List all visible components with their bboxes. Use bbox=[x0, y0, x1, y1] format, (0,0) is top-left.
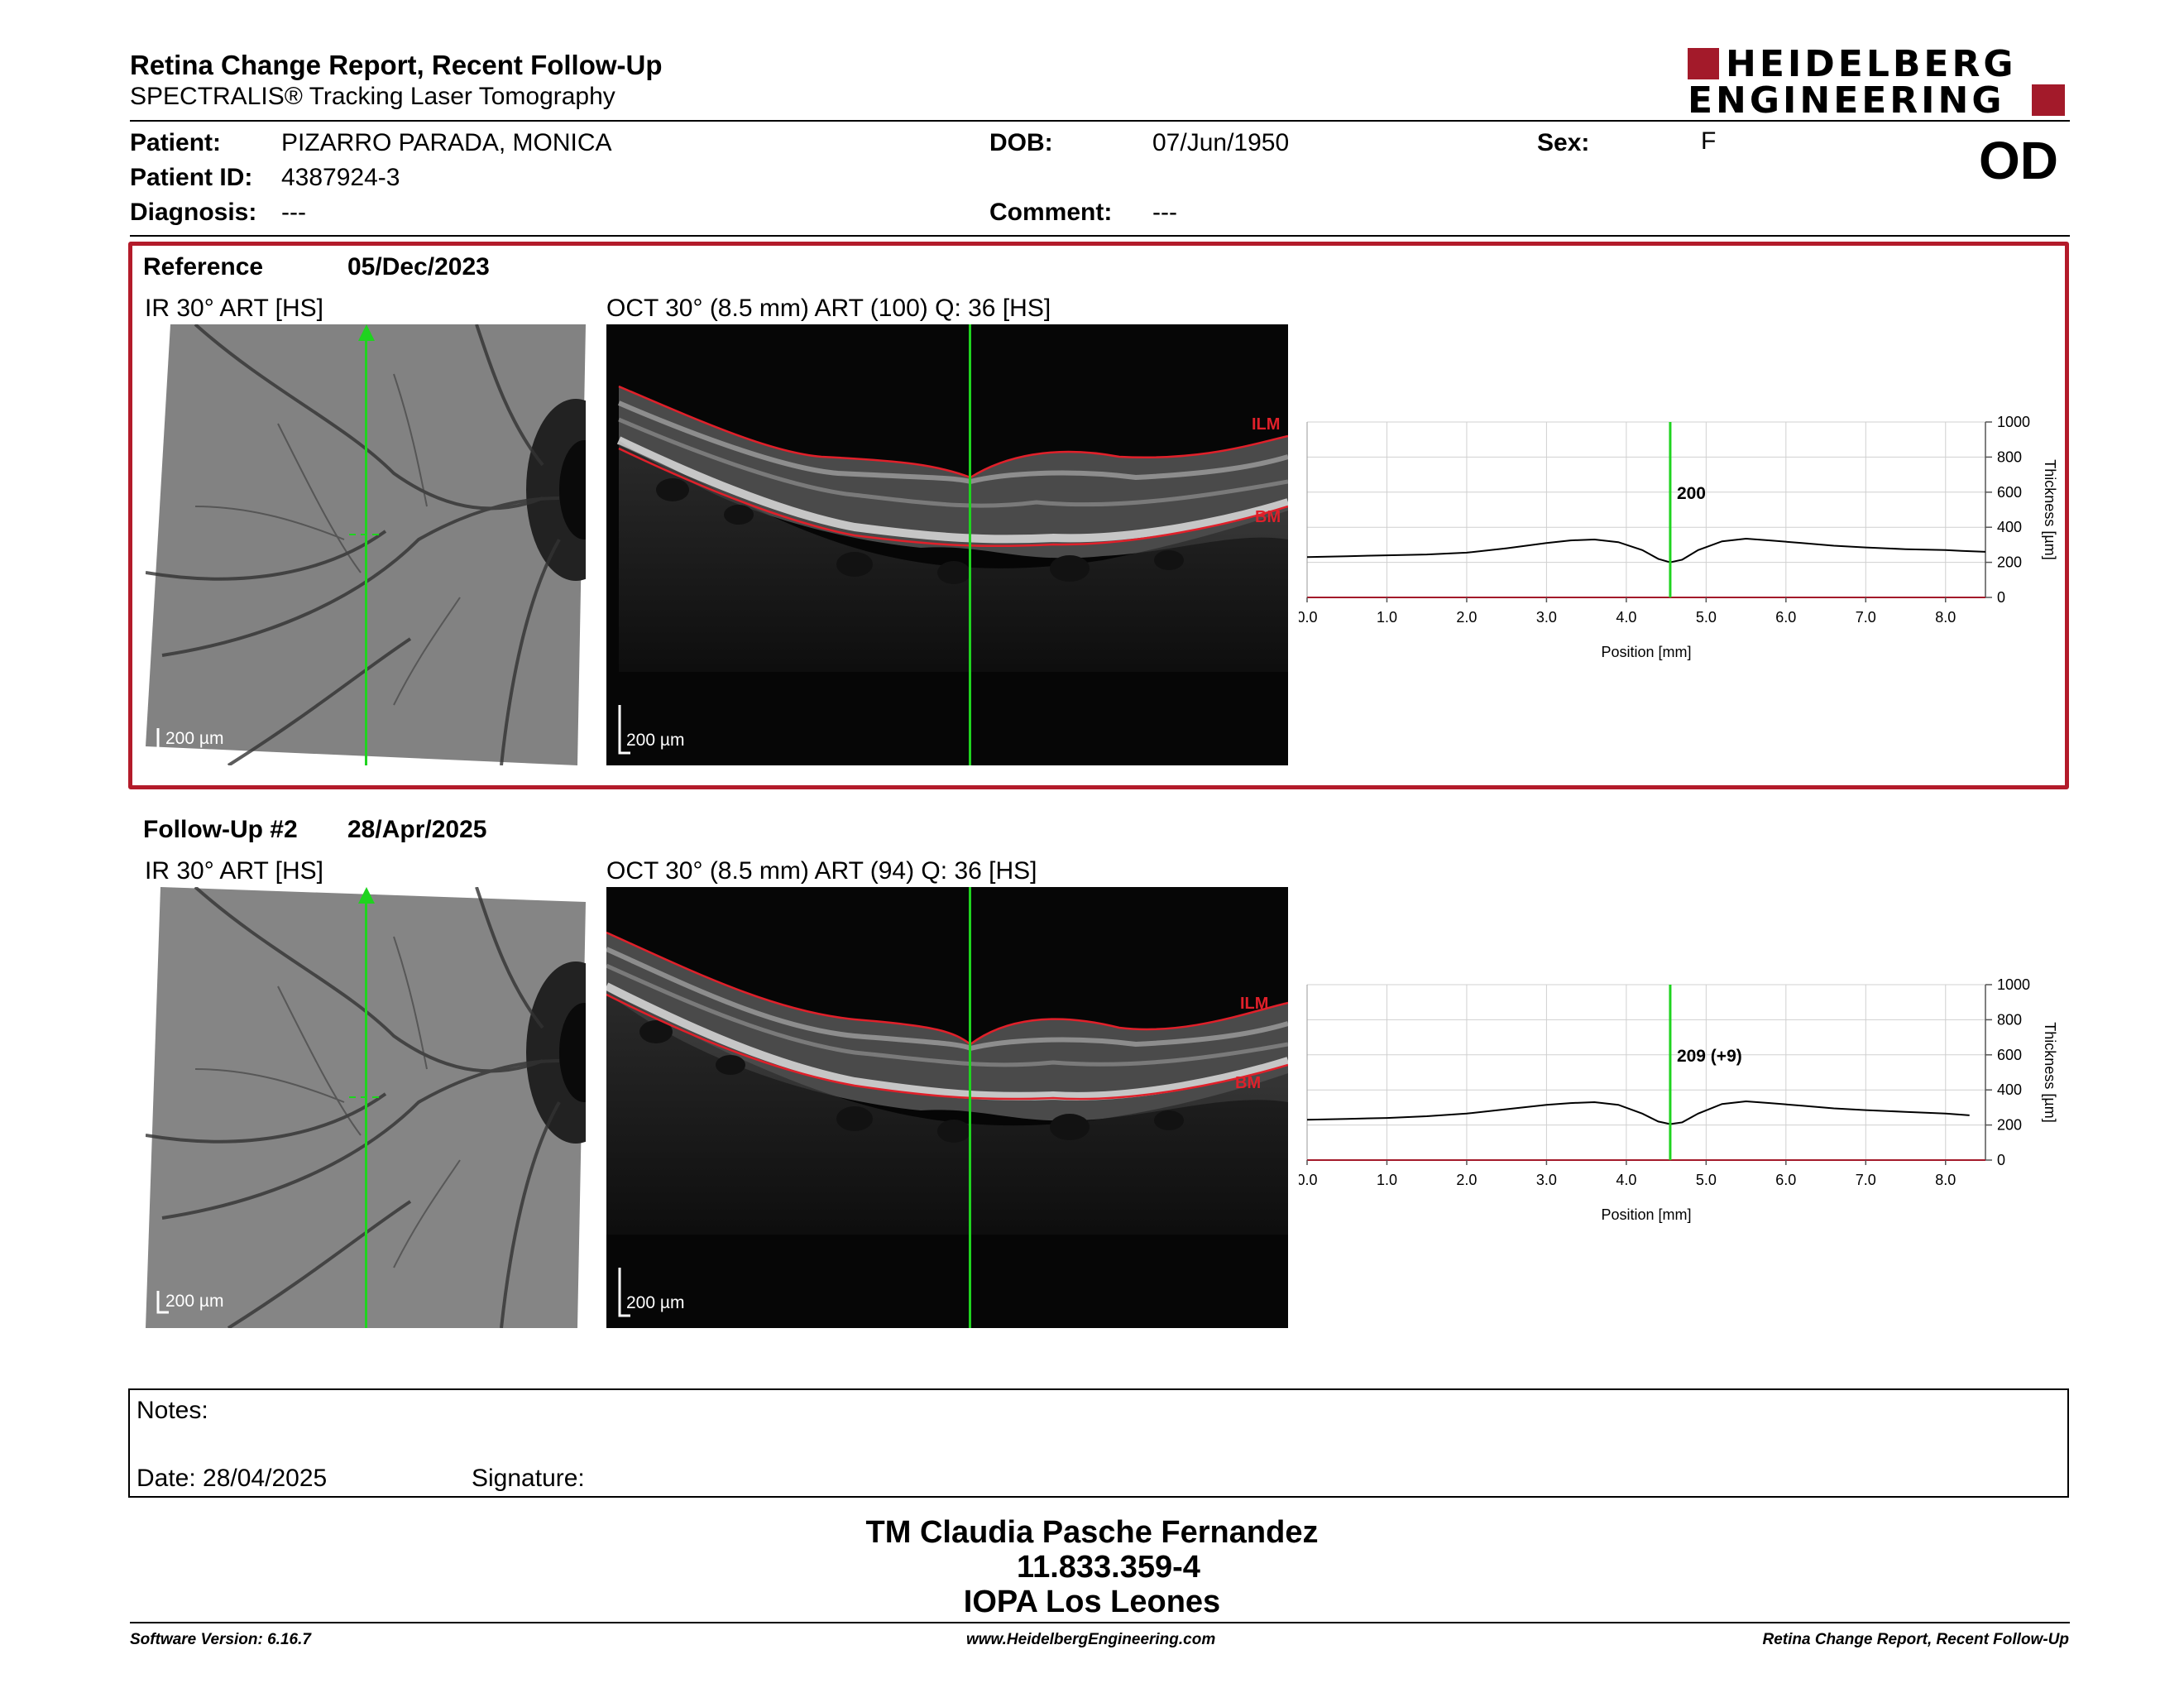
reference-frame bbox=[128, 242, 2069, 789]
patient-name: PIZARRO PARADA, MONICA bbox=[281, 129, 612, 156]
x-tick-label: 6.0 bbox=[1775, 1172, 1796, 1188]
x-tick-label: 2.0 bbox=[1456, 1172, 1477, 1188]
notes-label: Notes: bbox=[136, 1397, 208, 1424]
thickness-chart-reference: 0 200 400 600 800 1000 0.0 1.0 2.0 3.0 4.0 5.0 6.0 7.… bbox=[1299, 414, 2058, 660]
y-tick-label: 600 bbox=[1997, 1047, 2022, 1063]
y-tick-label: 0 bbox=[1997, 589, 2005, 606]
x-tick-label: 1.0 bbox=[1377, 609, 1397, 626]
thickness-chart-followup: 0 200 400 600 800 1000 0.0 1.0 2.0 3.0 4.0 5.0 6.0 7.… bbox=[1299, 976, 2058, 1223]
ir-title-followup: IR 30° ART [HS] bbox=[145, 857, 323, 885]
patient-label: Patient: bbox=[130, 129, 222, 156]
x-tick-label: 3.0 bbox=[1536, 1172, 1557, 1188]
x-tick-label: 4.0 bbox=[1616, 1172, 1636, 1188]
scan-position-line[interactable] bbox=[365, 895, 367, 1328]
software-version: Software Version: 6.16.7 bbox=[130, 1631, 311, 1648]
x-tick-label: 6.0 bbox=[1775, 609, 1796, 626]
scale-bar-icon bbox=[156, 728, 169, 751]
oct-bscan-reference[interactable]: ILM BM 200 µm bbox=[606, 324, 1288, 765]
y-tick-label: 0 bbox=[1997, 1152, 2005, 1168]
thickness-series-line bbox=[1306, 537, 1986, 563]
ilm-label-followup: ILM bbox=[1240, 995, 1269, 1013]
y-tick-label: 800 bbox=[1997, 1011, 2022, 1028]
y-tick-label: 200 bbox=[1997, 1117, 2022, 1134]
sex-value: F bbox=[1701, 127, 1717, 155]
exam-date-reference: 05/Dec/2023 bbox=[347, 253, 490, 281]
notes-box[interactable] bbox=[128, 1388, 2069, 1498]
diagnosis-label: Diagnosis: bbox=[130, 199, 257, 226]
x-tick-label: 7.0 bbox=[1856, 1172, 1876, 1188]
bm-label-followup: BM bbox=[1235, 1074, 1262, 1092]
thickness-series-line bbox=[1306, 1100, 1970, 1125]
scan-marker-line[interactable] bbox=[969, 324, 971, 765]
diagnosis-value: --- bbox=[281, 199, 306, 226]
report-subtitle: SPECTRALIS® Tracking Laser Tomography bbox=[130, 83, 615, 110]
y-tick-label: 1000 bbox=[1997, 976, 2030, 993]
x-axis-label: Position [mm] bbox=[1601, 644, 1691, 660]
x-tick-label: 4.0 bbox=[1616, 609, 1636, 626]
exam-label-followup: Follow-Up #2 bbox=[143, 816, 298, 843]
scale-bar-icon bbox=[156, 1291, 169, 1314]
operator-id: 11.833.359-4 bbox=[1017, 1550, 1200, 1585]
y-tick-label: 1000 bbox=[1997, 414, 2030, 430]
scale-label-oct-reference: 200 µm bbox=[626, 731, 685, 750]
x-tick-label: 0.0 bbox=[1299, 1172, 1318, 1188]
x-tick-label: 5.0 bbox=[1696, 1172, 1717, 1188]
header-rule bbox=[130, 120, 2070, 122]
notes-date: Date: 28/04/2025 bbox=[136, 1465, 328, 1492]
x-tick-label: 2.0 bbox=[1456, 609, 1477, 626]
comment-value: --- bbox=[1152, 199, 1177, 226]
ir-image-reference[interactable]: 200 µm bbox=[146, 324, 586, 765]
patient-id-label: Patient ID: bbox=[130, 164, 253, 191]
signature-label: Signature: bbox=[472, 1465, 585, 1492]
x-tick-label: 0.0 bbox=[1299, 609, 1318, 626]
x-tick-label: 3.0 bbox=[1536, 609, 1557, 626]
y-tick-label: 400 bbox=[1997, 519, 2022, 535]
logo-line1: HEIDELBERG bbox=[1726, 43, 2017, 85]
scale-label-ir-followup: 200 µm bbox=[165, 1292, 224, 1311]
y-tick-label: 200 bbox=[1997, 554, 2022, 571]
x-tick-label: 5.0 bbox=[1696, 609, 1717, 626]
website-link[interactable]: www.HeidelbergEngineering.com bbox=[966, 1631, 1216, 1648]
scale-label-ir-reference: 200 µm bbox=[165, 729, 224, 748]
patient-rule bbox=[130, 235, 2070, 237]
bm-label-reference: BM bbox=[1255, 508, 1281, 526]
dob-value: 07/Jun/1950 bbox=[1152, 129, 1290, 156]
footer-rule bbox=[130, 1622, 2070, 1623]
logo-line2: ENGINEERING bbox=[1688, 79, 2005, 122]
dob-label: DOB: bbox=[989, 129, 1053, 156]
x-axis-label: Position [mm] bbox=[1601, 1206, 1691, 1223]
report-title: Retina Change Report, Recent Follow-Up bbox=[130, 50, 663, 80]
footer-report-name: Retina Change Report, Recent Follow-Up bbox=[1762, 1631, 2069, 1648]
x-tick-label: 1.0 bbox=[1377, 1172, 1397, 1188]
scale-bar-icon bbox=[618, 705, 630, 755]
marker-value-label: 200 bbox=[1677, 484, 1706, 503]
x-tick-label: 8.0 bbox=[1935, 1172, 1956, 1188]
institution-name: IOPA Los Leones bbox=[963, 1585, 1221, 1619]
comment-label: Comment: bbox=[989, 199, 1113, 226]
y-axis-label: Thickness [µm] bbox=[2042, 459, 2058, 559]
y-axis-label: Thickness [µm] bbox=[2042, 1022, 2058, 1122]
ir-title-reference: IR 30° ART [HS] bbox=[145, 295, 323, 322]
scale-label-oct-followup: 200 µm bbox=[626, 1293, 685, 1312]
oct-title-reference: OCT 30° (8.5 mm) ART (100) Q: 36 [HS] bbox=[606, 295, 1051, 322]
scan-marker-line[interactable] bbox=[969, 887, 971, 1328]
exam-label-reference: Reference bbox=[143, 253, 264, 281]
x-tick-label: 8.0 bbox=[1935, 609, 1956, 626]
y-tick-label: 800 bbox=[1997, 448, 2022, 465]
oct-bscan-followup[interactable]: ILM BM 200 µm bbox=[606, 887, 1288, 1328]
oct-title-followup: OCT 30° (8.5 mm) ART (94) Q: 36 [HS] bbox=[606, 857, 1037, 885]
sex-label: Sex: bbox=[1537, 129, 1590, 156]
eye-indicator: OD bbox=[1979, 131, 2058, 190]
y-tick-label: 400 bbox=[1997, 1081, 2022, 1098]
scale-bar-icon bbox=[618, 1268, 630, 1317]
y-tick-label: 600 bbox=[1997, 484, 2022, 501]
patient-id: 4387924-3 bbox=[281, 164, 400, 191]
x-tick-label: 7.0 bbox=[1856, 609, 1876, 626]
marker-value-label: 209 (+9) bbox=[1677, 1047, 1742, 1066]
ir-image-followup[interactable]: 200 µm bbox=[146, 887, 586, 1328]
exam-date-followup: 28/Apr/2025 bbox=[347, 816, 487, 843]
operator-name: TM Claudia Pasche Fernandez bbox=[865, 1515, 1319, 1550]
ilm-label-reference: ILM bbox=[1252, 415, 1281, 434]
scan-position-line[interactable] bbox=[365, 333, 367, 765]
